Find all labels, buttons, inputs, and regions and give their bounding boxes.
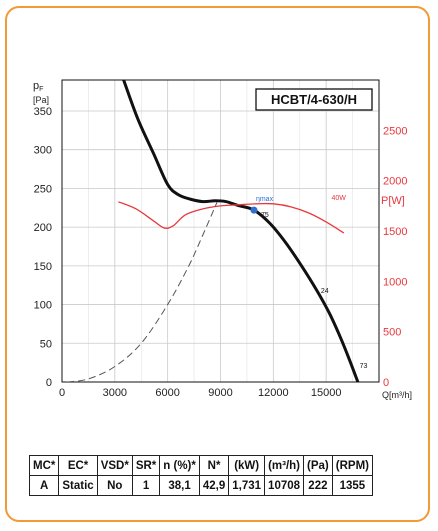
table-cell: No [96,475,133,496]
model-label-box [255,88,373,111]
header-cell: N* [198,455,230,476]
optimum-point [250,206,258,214]
y-right-tick-label: 2000 [383,176,407,188]
y-left-tick-label: 300 [34,145,52,157]
table-cell: 38,1 [159,475,200,496]
y-left-axis-unit: [Pa] [33,95,49,105]
y-right-tick-label: 0 [383,377,389,389]
table-cell: 222 [303,475,333,496]
y-left-tick-label: 100 [34,300,52,312]
table-cell: 42,9 [198,475,230,496]
y-left-axis-label: pF [33,80,43,93]
table-cell: 1,731 [228,475,266,496]
header-cell: VSD* [96,455,133,476]
table-cell: A [28,475,60,496]
optimum-label: ηmax [256,196,274,203]
series-layer [67,80,360,382]
x-tick-label: 15000 [311,387,342,399]
plot-frame [61,79,380,383]
y-left-tick-label: 350 [34,106,52,118]
y-right-tick-label: 2500 [383,125,407,137]
table-cell: 1 [131,475,161,496]
system-curve [67,202,218,382]
markers: ηmax 75 24 73 40W [250,195,368,370]
y-right-tick-label: 1000 [383,276,407,288]
curve-point-label: 75 [261,212,269,219]
header-cell: (kW) [228,455,266,476]
y-left-tick-label: 250 [34,183,52,195]
header-cell: (Pa) [303,455,333,476]
header-cell: n (%)* [159,455,200,476]
x-tick-label: 0 [59,387,65,399]
curve-point-label: 24 [321,288,329,295]
x-tick-label: 3000 [103,387,127,399]
header-cell: SR* [131,455,161,476]
table-cell: 10708 [264,475,305,496]
table-cell: Static [58,475,98,496]
y-right-tick-label: 1500 [383,226,407,238]
table-row: A Static No 1 38,1 42,9 1,731 10708 222 … [28,475,373,496]
y-left-tick-label: 50 [40,338,52,350]
performance-table: MC* EC* VSD* SR* n (%)* N* (kW) (m³/h) (… [28,455,373,496]
table-cell: 1355 [331,475,373,496]
header-cell: MC* [28,455,60,476]
model-label: HCBT/4-630/H [271,92,357,107]
curve-point-label: 73 [360,363,368,370]
y-left-tick-label: 200 [34,222,52,234]
x-tick-label: 9000 [208,387,232,399]
y-right-tick-label: 500 [383,327,401,339]
y-right-axis-label: P[W] [381,195,405,207]
header-cell: EC* [58,455,98,476]
x-axis-label: Q[m³/h] [382,390,412,400]
header-cell: (m³/h) [264,455,305,476]
x-tick-label: 6000 [155,387,179,399]
pressure-curve [122,80,360,382]
x-tick-label: 12000 [258,387,289,399]
table-header-row: MC* EC* VSD* SR* n (%)* N* (kW) (m³/h) (… [28,455,373,476]
header-cell: (RPM) [331,455,373,476]
axis-ticks: 0 3000 6000 9000 12000 1500005010015020025030… [34,106,408,399]
power-curve [118,201,345,234]
y-left-tick-label: 150 [34,261,52,273]
grid [61,80,379,382]
y-left-tick-label: 0 [46,377,52,389]
curve-point-label: 40W [331,195,346,202]
